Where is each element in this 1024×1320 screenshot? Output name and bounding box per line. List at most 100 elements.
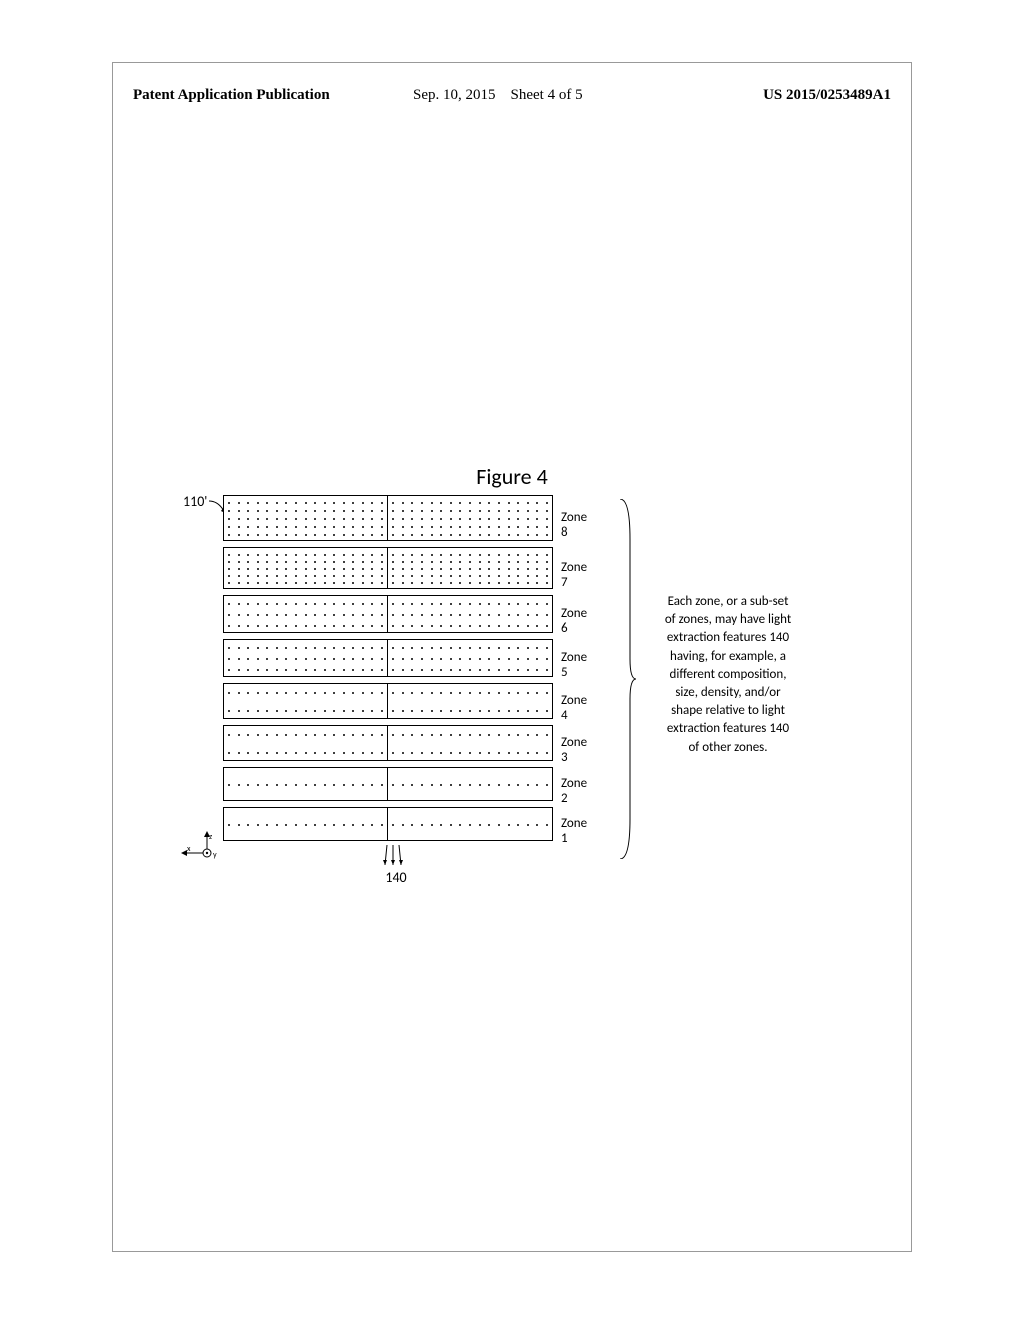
coordinate-axis-icon: z x y bbox=[177, 827, 227, 867]
header-sheet: Sheet 4 of 5 bbox=[511, 87, 583, 103]
zone-label: Zone 1 bbox=[561, 816, 587, 846]
dot-row bbox=[228, 534, 383, 536]
dot-row bbox=[392, 625, 548, 627]
zone-half bbox=[224, 640, 388, 676]
zone-half bbox=[224, 684, 388, 718]
axis-x-label: x bbox=[187, 844, 191, 854]
desc-line: of zones, may have light bbox=[643, 611, 813, 629]
zone bbox=[223, 547, 553, 589]
dot-row bbox=[392, 752, 548, 754]
desc-line: size, density, and/or bbox=[643, 684, 813, 702]
zone-label: Zone 7 bbox=[561, 560, 587, 590]
zone bbox=[223, 639, 553, 677]
page-frame: Patent Application Publication Sep. 10, … bbox=[112, 62, 912, 1252]
dot-row bbox=[392, 710, 548, 712]
axis-z-label: z bbox=[209, 832, 212, 842]
zone-label: Zone 2 bbox=[561, 776, 587, 806]
dot-row bbox=[392, 568, 548, 570]
dot-row bbox=[392, 510, 548, 512]
dot-row bbox=[228, 614, 383, 616]
zone bbox=[223, 767, 553, 801]
dot-row bbox=[392, 614, 548, 616]
dot-row bbox=[392, 526, 548, 528]
dot-row bbox=[228, 568, 383, 570]
dot-row bbox=[392, 561, 548, 563]
desc-line: shape relative to light bbox=[643, 702, 813, 720]
zone-label: Zone 4 bbox=[561, 693, 587, 723]
zone-half bbox=[224, 808, 388, 840]
zone-half bbox=[388, 808, 552, 840]
dot-row bbox=[228, 582, 383, 584]
zone-label: Zone 5 bbox=[561, 650, 587, 680]
dot-row bbox=[392, 502, 548, 504]
dot-row bbox=[392, 554, 548, 556]
dot-row bbox=[228, 692, 383, 694]
zone-label: Zone 8 bbox=[561, 510, 587, 540]
dot-row bbox=[228, 554, 383, 556]
zone-half bbox=[388, 548, 552, 588]
zone-label: Zone 6 bbox=[561, 606, 587, 636]
header-pubnum: US 2015/0253489A1 bbox=[763, 87, 891, 104]
dot-row bbox=[392, 658, 548, 660]
brace-icon bbox=[616, 499, 636, 859]
desc-line: extraction features 140 bbox=[643, 629, 813, 647]
zone-description: Each zone, or a sub-setof zones, may hav… bbox=[643, 593, 813, 757]
header-mid: Sep. 10, 2015 Sheet 4 of 5 bbox=[413, 87, 583, 104]
zone-half bbox=[388, 768, 552, 800]
zone-half bbox=[224, 596, 388, 632]
ref-label-140: 140 bbox=[383, 869, 409, 886]
zone-label: Zone 3 bbox=[561, 735, 587, 765]
dot-row bbox=[392, 575, 548, 577]
dot-row bbox=[228, 502, 383, 504]
zone-half bbox=[388, 496, 552, 540]
dot-row bbox=[392, 784, 548, 786]
desc-line: having, for example, a bbox=[643, 648, 813, 666]
dot-row bbox=[228, 647, 383, 649]
zone-half bbox=[388, 684, 552, 718]
dot-row bbox=[228, 669, 383, 671]
zone-half bbox=[224, 496, 388, 540]
header-date: Sep. 10, 2015 bbox=[413, 87, 496, 103]
zone bbox=[223, 595, 553, 633]
zone-half bbox=[224, 768, 388, 800]
zone bbox=[223, 683, 553, 719]
dot-row bbox=[228, 518, 383, 520]
dot-row bbox=[392, 603, 548, 605]
desc-line: Each zone, or a sub-set bbox=[643, 593, 813, 611]
dot-row bbox=[228, 575, 383, 577]
dot-row bbox=[228, 752, 383, 754]
dot-row bbox=[392, 669, 548, 671]
dot-row bbox=[392, 692, 548, 694]
zone-half bbox=[224, 548, 388, 588]
ref-140-arrows bbox=[381, 845, 411, 871]
dot-row bbox=[392, 518, 548, 520]
header-publication: Patent Application Publication bbox=[133, 87, 330, 104]
dot-row bbox=[228, 510, 383, 512]
zone-half bbox=[388, 596, 552, 632]
figure-title: Figure 4 bbox=[476, 463, 548, 490]
dot-row bbox=[228, 710, 383, 712]
dot-row bbox=[228, 625, 383, 627]
zone-half bbox=[224, 726, 388, 760]
dot-row bbox=[228, 658, 383, 660]
dot-row bbox=[392, 734, 548, 736]
dot-row bbox=[392, 647, 548, 649]
dot-row bbox=[228, 603, 383, 605]
axis-y-label: y bbox=[213, 850, 217, 860]
zone bbox=[223, 725, 553, 761]
desc-line: different composition, bbox=[643, 666, 813, 684]
zone-half bbox=[388, 726, 552, 760]
ref-label-110: 110' bbox=[183, 493, 207, 510]
dot-row bbox=[228, 561, 383, 563]
zone bbox=[223, 807, 553, 841]
desc-line: extraction features 140 bbox=[643, 720, 813, 738]
desc-line: of other zones. bbox=[643, 739, 813, 757]
dot-row bbox=[228, 824, 383, 826]
dot-row bbox=[392, 824, 548, 826]
dot-row bbox=[392, 582, 548, 584]
dot-row bbox=[228, 526, 383, 528]
dot-row bbox=[392, 534, 548, 536]
dot-row bbox=[228, 784, 383, 786]
dot-row bbox=[228, 734, 383, 736]
zone bbox=[223, 495, 553, 541]
